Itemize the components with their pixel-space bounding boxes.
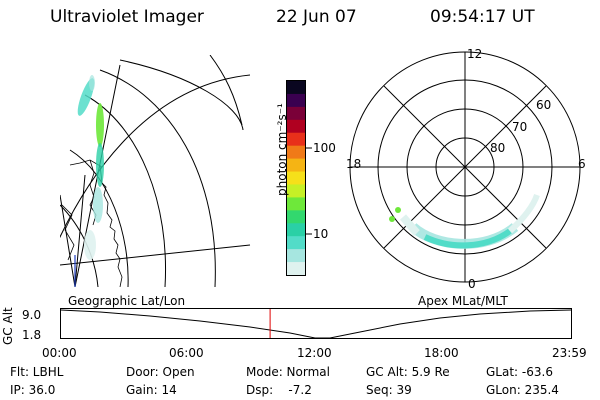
time-label: 09:54:17 UT [430, 7, 535, 27]
altitude-curve [60, 309, 572, 339]
mlat-label-70: 70 [512, 120, 528, 134]
auroral-oval [389, 193, 540, 249]
map-grid-line [74, 174, 86, 287]
status-mode: Mode: Normal [246, 365, 330, 379]
status-ip: IP: 36.0 [10, 383, 56, 397]
polar-mlt-plot [349, 51, 581, 283]
colorbar-band [287, 223, 305, 237]
geographic-map [60, 55, 251, 287]
colorbar-band [287, 93, 305, 108]
colorbar-band [287, 262, 305, 275]
altitude-axis-label: GC Alt [1, 307, 15, 345]
status-filter: Flt: LBHL [10, 365, 64, 379]
map-grid-arc [209, 55, 243, 126]
colorbar-band [287, 132, 305, 147]
x-tick-0000: 00:00 [42, 346, 77, 360]
status-glon: GLon: 235.4 [486, 383, 559, 397]
x-tick-1200: 12:00 [297, 346, 332, 360]
status-dsp: Dsp: -7.2 [246, 383, 312, 397]
mlat-label-60: 60 [536, 98, 552, 112]
map-grid-arc [69, 149, 129, 287]
status-seq: Seq: 39 [366, 383, 412, 397]
colorbar-band [287, 158, 305, 173]
status-gain: Gain: 14 [126, 383, 177, 397]
date-label: 22 Jun 07 [276, 7, 357, 27]
aurora-emission [77, 75, 104, 260]
map-grid-line [60, 194, 76, 287]
map-grid-arc [119, 59, 244, 131]
mlt-label-18: 18 [346, 157, 362, 171]
status-glat: GLat: -63.6 [486, 365, 553, 379]
colorbar-tick-10: 10 [313, 227, 329, 241]
colorbar-band [287, 81, 305, 95]
colorbar-band [287, 197, 305, 211]
geographic-panel-label: Geographic Lat/Lon [68, 294, 186, 308]
colorbar-band [287, 171, 305, 185]
altitude-tick-1-8: 1.8 [22, 328, 42, 342]
colorbar-band [287, 184, 305, 198]
colorbar-band [287, 249, 305, 263]
altitude-plot [60, 308, 572, 339]
x-tick-2359: 23:59 [552, 346, 587, 360]
mlt-label-6: 6 [578, 157, 586, 171]
status-gc-alt: GC Alt: 5.9 Re [366, 365, 450, 379]
coastline [99, 164, 123, 287]
colorbar [286, 80, 306, 276]
colorbar-band [287, 236, 305, 250]
colorbar-tick-100: 100 [313, 141, 336, 155]
map-grid-line [60, 244, 251, 266]
mlat-label-80: 80 [490, 141, 506, 155]
colorbar-band [287, 106, 305, 121]
polar-panel-label: Apex MLat/MLT [418, 294, 508, 308]
status-door: Door: Open [126, 365, 195, 379]
mlt-label-0: 0 [468, 277, 476, 291]
map-grid-arc [84, 94, 167, 287]
colorbar-band [287, 119, 305, 134]
instrument-title: Ultraviolet Imager [50, 7, 204, 27]
map-grid-arc [60, 74, 251, 239]
x-tick-1800: 18:00 [424, 346, 459, 360]
coastline [61, 204, 75, 261]
coastline [69, 159, 103, 168]
altitude-tick-9: 9.0 [22, 308, 42, 322]
mlt-label-12: 12 [467, 47, 483, 61]
map-grid-arc [99, 69, 216, 287]
x-tick-0600: 06:00 [169, 346, 204, 360]
colorbar-band [287, 210, 305, 224]
colorbar-band [287, 145, 305, 160]
colorbar-unit-label: photon cm⁻²s⁻¹ [275, 103, 289, 196]
